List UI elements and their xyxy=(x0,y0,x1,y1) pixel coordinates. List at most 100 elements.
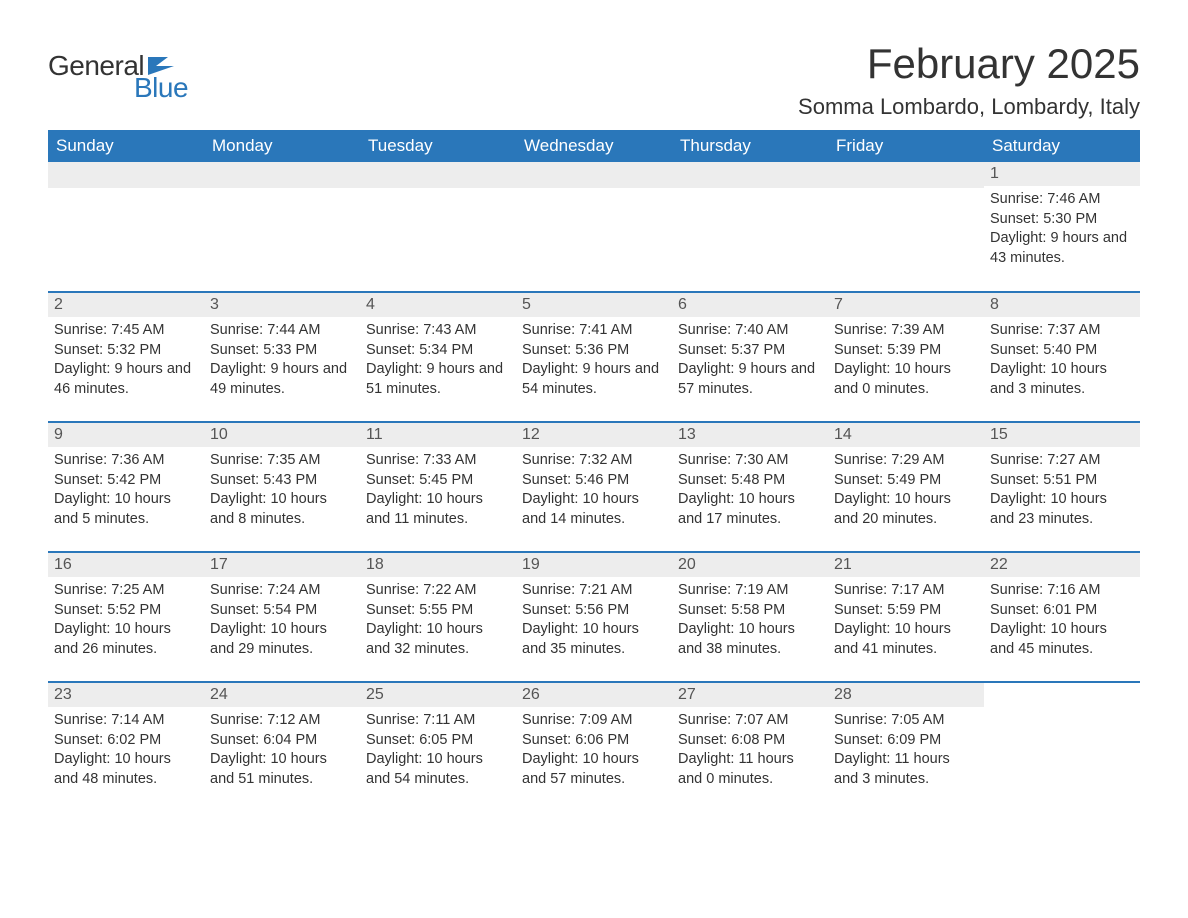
sunset-line: Sunset: 5:52 PM xyxy=(54,601,198,621)
calendar-day: 1Sunrise: 7:46 AMSunset: 5:30 PMDaylight… xyxy=(984,162,1140,292)
day-number: 22 xyxy=(984,553,1140,577)
sunset-line: Sunset: 6:08 PM xyxy=(678,731,822,751)
day-number: 27 xyxy=(672,683,828,707)
daylight-line: Daylight: 11 hours and 0 minutes. xyxy=(678,750,822,789)
day-number: 20 xyxy=(672,553,828,577)
sunrise-line: Sunrise: 7:37 AM xyxy=(990,321,1134,341)
day-number: 8 xyxy=(984,293,1140,317)
day-number: 13 xyxy=(672,423,828,447)
day-number: 5 xyxy=(516,293,672,317)
calendar-body: 1Sunrise: 7:46 AMSunset: 5:30 PMDaylight… xyxy=(48,162,1140,812)
day-number: 2 xyxy=(48,293,204,317)
day-detail: Sunrise: 7:09 AMSunset: 6:06 PMDaylight:… xyxy=(516,707,672,799)
sunrise-line: Sunrise: 7:22 AM xyxy=(366,581,510,601)
sunrise-line: Sunrise: 7:44 AM xyxy=(210,321,354,341)
sunset-line: Sunset: 6:06 PM xyxy=(522,731,666,751)
day-number: 11 xyxy=(360,423,516,447)
sunset-line: Sunset: 5:54 PM xyxy=(210,601,354,621)
empty-day-strip xyxy=(672,162,828,188)
calendar-day: 22Sunrise: 7:16 AMSunset: 6:01 PMDayligh… xyxy=(984,552,1140,682)
sunrise-line: Sunrise: 7:11 AM xyxy=(366,711,510,731)
sunset-line: Sunset: 5:39 PM xyxy=(834,341,978,361)
day-detail: Sunrise: 7:22 AMSunset: 5:55 PMDaylight:… xyxy=(360,577,516,669)
calendar-day: 23Sunrise: 7:14 AMSunset: 6:02 PMDayligh… xyxy=(48,682,204,812)
calendar-day: 18Sunrise: 7:22 AMSunset: 5:55 PMDayligh… xyxy=(360,552,516,682)
weekday-header: Sunday xyxy=(48,130,204,162)
month-title: February 2025 xyxy=(798,40,1140,88)
sunset-line: Sunset: 6:05 PM xyxy=(366,731,510,751)
calendar-day: 26Sunrise: 7:09 AMSunset: 6:06 PMDayligh… xyxy=(516,682,672,812)
sunrise-line: Sunrise: 7:46 AM xyxy=(990,190,1134,210)
sunset-line: Sunset: 5:37 PM xyxy=(678,341,822,361)
day-number: 26 xyxy=(516,683,672,707)
weekday-header: Saturday xyxy=(984,130,1140,162)
day-detail: Sunrise: 7:12 AMSunset: 6:04 PMDaylight:… xyxy=(204,707,360,799)
sunset-line: Sunset: 5:32 PM xyxy=(54,341,198,361)
sunset-line: Sunset: 5:43 PM xyxy=(210,471,354,491)
daylight-line: Daylight: 10 hours and 5 minutes. xyxy=(54,490,198,529)
day-detail: Sunrise: 7:11 AMSunset: 6:05 PMDaylight:… xyxy=(360,707,516,799)
calendar-day: 2Sunrise: 7:45 AMSunset: 5:32 PMDaylight… xyxy=(48,292,204,422)
weekday-header: Thursday xyxy=(672,130,828,162)
calendar-week: 1Sunrise: 7:46 AMSunset: 5:30 PMDaylight… xyxy=(48,162,1140,292)
daylight-line: Daylight: 11 hours and 3 minutes. xyxy=(834,750,978,789)
calendar-day: 8Sunrise: 7:37 AMSunset: 5:40 PMDaylight… xyxy=(984,292,1140,422)
daylight-line: Daylight: 10 hours and 32 minutes. xyxy=(366,620,510,659)
sunset-line: Sunset: 5:33 PM xyxy=(210,341,354,361)
day-detail: Sunrise: 7:14 AMSunset: 6:02 PMDaylight:… xyxy=(48,707,204,799)
empty-day-strip xyxy=(48,162,204,188)
calendar-day-empty xyxy=(672,162,828,292)
calendar-day: 27Sunrise: 7:07 AMSunset: 6:08 PMDayligh… xyxy=(672,682,828,812)
daylight-line: Daylight: 10 hours and 51 minutes. xyxy=(210,750,354,789)
calendar-week: 2Sunrise: 7:45 AMSunset: 5:32 PMDaylight… xyxy=(48,292,1140,422)
calendar-day: 4Sunrise: 7:43 AMSunset: 5:34 PMDaylight… xyxy=(360,292,516,422)
calendar-day-empty xyxy=(48,162,204,292)
empty-day-strip xyxy=(516,162,672,188)
day-number: 1 xyxy=(984,162,1140,186)
sunset-line: Sunset: 5:30 PM xyxy=(990,210,1134,230)
day-detail: Sunrise: 7:27 AMSunset: 5:51 PMDaylight:… xyxy=(984,447,1140,539)
logo-text-blue: Blue xyxy=(48,72,188,104)
sunset-line: Sunset: 5:49 PM xyxy=(834,471,978,491)
day-detail: Sunrise: 7:40 AMSunset: 5:37 PMDaylight:… xyxy=(672,317,828,409)
day-detail: Sunrise: 7:41 AMSunset: 5:36 PMDaylight:… xyxy=(516,317,672,409)
day-detail: Sunrise: 7:46 AMSunset: 5:30 PMDaylight:… xyxy=(984,186,1140,278)
empty-day-strip xyxy=(204,162,360,188)
calendar-week: 23Sunrise: 7:14 AMSunset: 6:02 PMDayligh… xyxy=(48,682,1140,812)
day-number: 24 xyxy=(204,683,360,707)
sunrise-line: Sunrise: 7:07 AM xyxy=(678,711,822,731)
day-number: 16 xyxy=(48,553,204,577)
calendar-day: 24Sunrise: 7:12 AMSunset: 6:04 PMDayligh… xyxy=(204,682,360,812)
sunrise-line: Sunrise: 7:14 AM xyxy=(54,711,198,731)
calendar-day: 10Sunrise: 7:35 AMSunset: 5:43 PMDayligh… xyxy=(204,422,360,552)
day-number: 23 xyxy=(48,683,204,707)
day-number: 7 xyxy=(828,293,984,317)
sunset-line: Sunset: 5:58 PM xyxy=(678,601,822,621)
day-detail: Sunrise: 7:33 AMSunset: 5:45 PMDaylight:… xyxy=(360,447,516,539)
calendar-day: 11Sunrise: 7:33 AMSunset: 5:45 PMDayligh… xyxy=(360,422,516,552)
daylight-line: Daylight: 10 hours and 17 minutes. xyxy=(678,490,822,529)
calendar-day: 21Sunrise: 7:17 AMSunset: 5:59 PMDayligh… xyxy=(828,552,984,682)
day-detail: Sunrise: 7:32 AMSunset: 5:46 PMDaylight:… xyxy=(516,447,672,539)
calendar-day-empty xyxy=(204,162,360,292)
daylight-line: Daylight: 10 hours and 48 minutes. xyxy=(54,750,198,789)
empty-day-strip xyxy=(360,162,516,188)
day-detail: Sunrise: 7:43 AMSunset: 5:34 PMDaylight:… xyxy=(360,317,516,409)
sunrise-line: Sunrise: 7:39 AM xyxy=(834,321,978,341)
day-detail: Sunrise: 7:30 AMSunset: 5:48 PMDaylight:… xyxy=(672,447,828,539)
weekday-header: Wednesday xyxy=(516,130,672,162)
day-detail: Sunrise: 7:07 AMSunset: 6:08 PMDaylight:… xyxy=(672,707,828,799)
sunset-line: Sunset: 5:42 PM xyxy=(54,471,198,491)
calendar-day: 12Sunrise: 7:32 AMSunset: 5:46 PMDayligh… xyxy=(516,422,672,552)
day-number: 9 xyxy=(48,423,204,447)
calendar-header-row: SundayMondayTuesdayWednesdayThursdayFrid… xyxy=(48,130,1140,162)
day-number: 28 xyxy=(828,683,984,707)
weekday-header: Tuesday xyxy=(360,130,516,162)
sunrise-line: Sunrise: 7:29 AM xyxy=(834,451,978,471)
daylight-line: Daylight: 9 hours and 49 minutes. xyxy=(210,360,354,399)
day-number: 15 xyxy=(984,423,1140,447)
calendar-week: 9Sunrise: 7:36 AMSunset: 5:42 PMDaylight… xyxy=(48,422,1140,552)
sunset-line: Sunset: 5:59 PM xyxy=(834,601,978,621)
calendar-day: 9Sunrise: 7:36 AMSunset: 5:42 PMDaylight… xyxy=(48,422,204,552)
day-detail: Sunrise: 7:21 AMSunset: 5:56 PMDaylight:… xyxy=(516,577,672,669)
